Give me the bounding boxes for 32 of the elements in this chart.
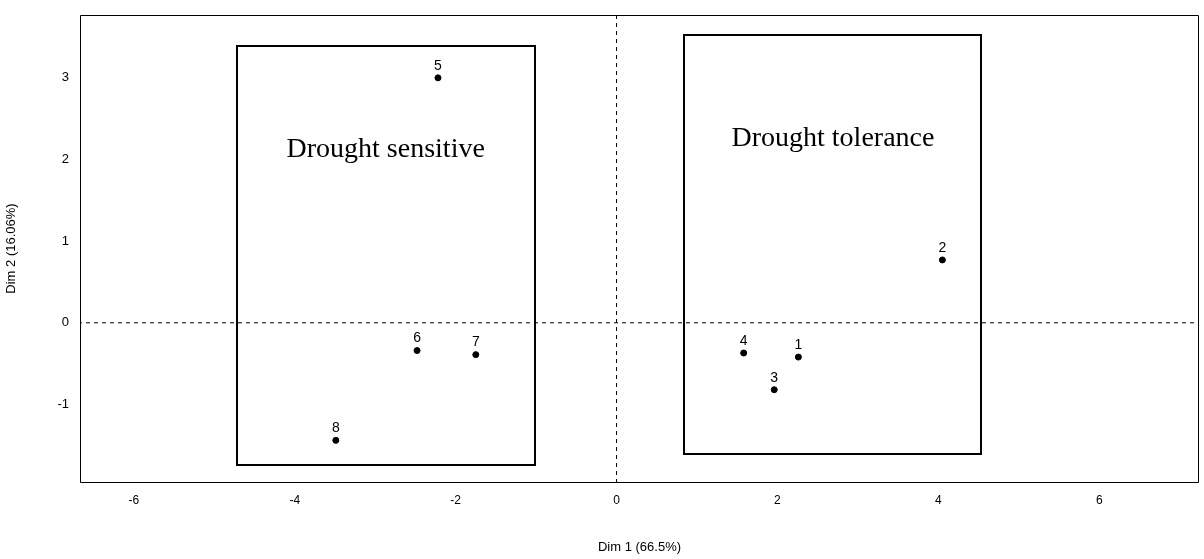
series-label: 4 xyxy=(739,331,748,348)
point xyxy=(740,349,748,357)
x-axis-title: Dim 1 (66.5%) xyxy=(597,538,682,554)
x-tick-label: -6 xyxy=(128,492,140,507)
series-label: 7 xyxy=(471,333,480,350)
x-tick-label: -4 xyxy=(289,492,301,507)
x-tick-label: 6 xyxy=(1095,492,1103,507)
point xyxy=(938,256,946,264)
series-label: 2 xyxy=(938,238,947,255)
series-label: 8 xyxy=(331,419,340,436)
point xyxy=(770,386,778,394)
series-label: 6 xyxy=(413,329,422,346)
annotation: Drought sensitive xyxy=(286,132,485,164)
y-tick-label: -1 xyxy=(57,396,69,412)
series-label: 5 xyxy=(434,56,443,73)
y-axis-title: Dim 2 (16.06%) xyxy=(3,203,19,294)
point xyxy=(413,347,421,355)
annotation: Drought tolerance xyxy=(731,120,935,152)
y-tick-label: 1 xyxy=(61,232,69,248)
point xyxy=(794,353,802,361)
y-tick-label: 0 xyxy=(61,314,69,330)
series-label: 3 xyxy=(770,368,779,385)
x-tick-label: 4 xyxy=(935,492,943,507)
x-tick-label: 0 xyxy=(613,492,621,507)
y-tick-label: 2 xyxy=(61,151,69,167)
x-tick-label: 2 xyxy=(774,492,782,507)
point xyxy=(434,74,442,82)
series-label: 1 xyxy=(794,335,803,352)
y-tick-label: 3 xyxy=(61,69,69,85)
point xyxy=(332,436,340,444)
point xyxy=(472,351,480,359)
x-tick-label: -2 xyxy=(450,492,462,507)
